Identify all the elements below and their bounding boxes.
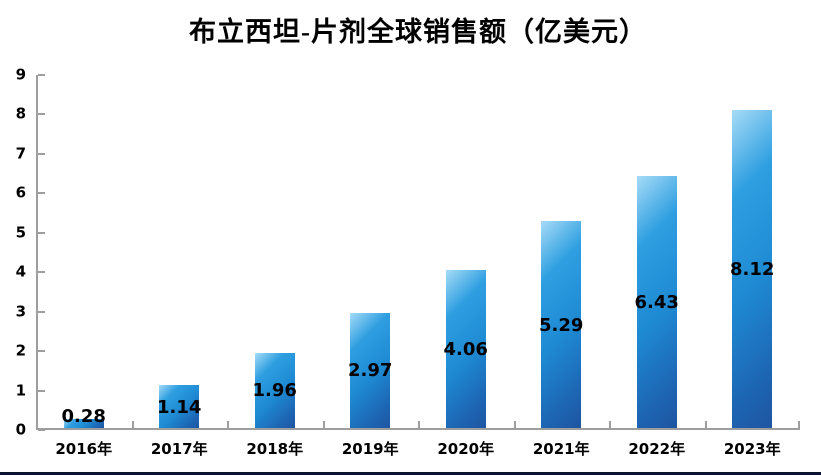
- bar: [445, 269, 486, 428]
- chart-bottom-border: [0, 472, 821, 475]
- bar-value-label: 1.96: [252, 380, 297, 402]
- bar: [732, 109, 773, 428]
- x-axis-tick: [798, 421, 800, 428]
- bar: [350, 312, 391, 428]
- plot-area: 0.28 1.14 1.96 2.97 4.06 5.29 6.43 8.12: [36, 74, 800, 431]
- x-tick-label: 2023年: [723, 440, 781, 458]
- y-tick-label: 3: [15, 302, 26, 321]
- bar-value-label: 2.97: [348, 360, 393, 382]
- y-tick-label: 7: [15, 144, 26, 163]
- x-axis-tick: [227, 421, 229, 428]
- x-axis-tick: [704, 421, 707, 428]
- bar: [63, 418, 104, 428]
- bar-value-label: 8.12: [730, 258, 775, 280]
- x-tick-label: 2018年: [246, 440, 304, 458]
- y-tick-label: 0: [15, 420, 26, 439]
- x-tick-label: 2017年: [150, 440, 208, 458]
- y-axis-tick: [38, 271, 45, 274]
- x-axis-tick: [513, 421, 516, 428]
- x-tick-label: 2019年: [341, 440, 399, 458]
- y-axis-tick: [38, 389, 45, 392]
- y-axis-tick: [38, 310, 45, 313]
- y-axis-tick: [38, 192, 45, 195]
- y-tick-label: 9: [15, 65, 26, 84]
- y-tick-label: 5: [15, 223, 26, 242]
- bar: [159, 385, 200, 428]
- y-axis-tick: [38, 74, 45, 76]
- y-tick-label: 8: [15, 104, 26, 123]
- y-axis-tick: [38, 350, 45, 353]
- x-axis-tick: [609, 421, 611, 428]
- x-axis-line: [36, 428, 800, 430]
- bar: [636, 176, 677, 428]
- y-axis-tick: [38, 231, 45, 234]
- x-axis-tick: [131, 421, 134, 428]
- chart-title: 布立西坦-片剂全球销售额（亿美元）: [189, 17, 647, 47]
- y-tick-label: 4: [15, 262, 26, 281]
- y-axis-tick: [38, 429, 45, 431]
- y-tick-label: 2: [15, 341, 26, 360]
- y-tick-label: 1: [15, 381, 26, 400]
- y-axis-line: [36, 75, 38, 430]
- bar-value-label: 6.43: [634, 292, 679, 314]
- x-axis-labels: 2016年 2017年 2018年 2019年 2020年 2021年 2022年 2023年: [36, 438, 800, 460]
- x-tick-label: 2020年: [437, 440, 495, 458]
- x-tick-label: 2022年: [628, 440, 686, 458]
- bar: [541, 221, 582, 428]
- bar: [254, 352, 295, 428]
- x-tick-label: 2016年: [55, 440, 113, 458]
- bar-value-label: 1.14: [157, 396, 202, 418]
- bar-value-label: 4.06: [443, 338, 488, 360]
- x-axis-tick: [322, 421, 325, 428]
- y-axis-labels: 0 1 2 3 4 5 6 7 8 9: [0, 67, 26, 437]
- y-tick-label: 6: [15, 183, 26, 202]
- x-tick-label: 2021年: [532, 440, 590, 458]
- x-axis-tick: [418, 421, 420, 428]
- y-axis-tick: [38, 113, 45, 116]
- x-axis-tick: [36, 421, 38, 428]
- y-axis-tick: [38, 152, 45, 155]
- bar-value-label: 5.29: [539, 314, 584, 336]
- bar-value-label: 0.28: [61, 406, 106, 427]
